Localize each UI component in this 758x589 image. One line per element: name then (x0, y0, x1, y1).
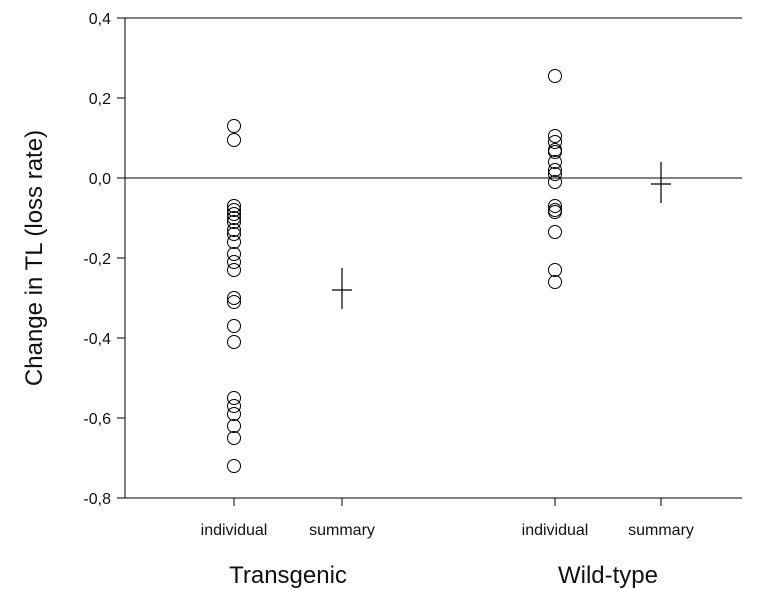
plot-labels: -0,8 -0,6 -0,4 -0,2 0,0 0,2 0,4 individual summa… (21, 11, 694, 589)
data-point (227, 211, 241, 225)
data-point (548, 199, 562, 213)
data-point (227, 419, 241, 433)
y-tick-label: -0,8 (83, 491, 111, 508)
y-axis-title: Change in TL (loss rate) (21, 130, 48, 386)
y-tick-label: -0,6 (83, 411, 111, 428)
data-point (227, 399, 241, 413)
group-label: Wild-type (558, 562, 658, 589)
data-point (227, 295, 241, 309)
x-tick-label: summary (628, 522, 694, 539)
y-tick-label: -0,2 (83, 251, 111, 268)
data-point (548, 163, 562, 177)
data-point (548, 225, 562, 239)
y-tick-label: 0,4 (89, 11, 111, 28)
data-point (227, 407, 241, 421)
data-point (227, 247, 241, 261)
data-point (548, 69, 562, 83)
plot-axes (117, 17, 742, 506)
data-point (227, 227, 241, 241)
data-point (227, 215, 241, 229)
y-tick-label: -0,4 (83, 331, 111, 348)
data-point (548, 129, 562, 143)
data-point (227, 255, 241, 269)
summary-cross (332, 268, 352, 309)
data-point (548, 145, 562, 159)
summary-cross (651, 162, 671, 203)
data-point (227, 207, 241, 221)
data-point (227, 335, 241, 349)
data-point (227, 223, 241, 237)
data-point (227, 263, 241, 277)
plot-marks (227, 69, 671, 473)
data-point (548, 275, 562, 289)
data-point (548, 263, 562, 277)
y-tick-label: 0,2 (89, 91, 111, 108)
group-label: Transgenic (229, 562, 347, 589)
x-tick-label: individual (522, 522, 589, 539)
data-point (548, 175, 562, 189)
data-point (227, 319, 241, 333)
data-point (227, 235, 241, 249)
data-point (227, 291, 241, 305)
data-point (227, 199, 241, 213)
data-point (548, 167, 562, 181)
x-tick-label: summary (309, 522, 375, 539)
data-point (548, 205, 562, 219)
data-point (227, 119, 241, 133)
data-point (548, 155, 562, 169)
data-point (227, 391, 241, 405)
data-point (548, 135, 562, 149)
x-tick-label: individual (201, 522, 268, 539)
y-tick-label: 0,0 (89, 171, 111, 188)
data-point (227, 459, 241, 473)
data-point (227, 203, 241, 217)
data-point (227, 133, 241, 147)
data-point (227, 431, 241, 445)
